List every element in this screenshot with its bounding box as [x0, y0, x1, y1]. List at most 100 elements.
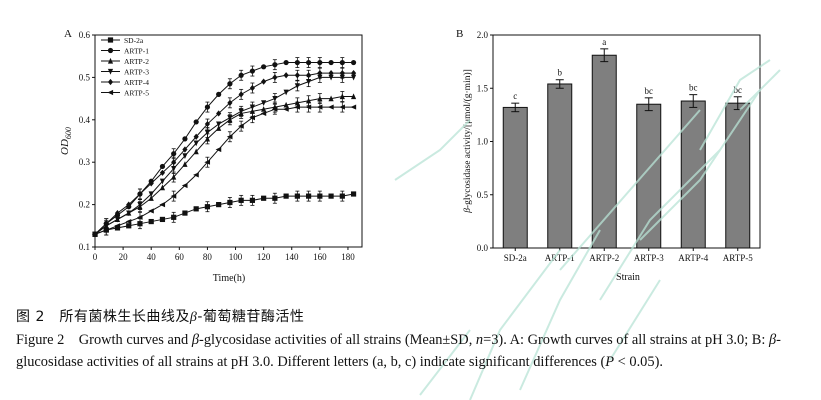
data-point — [148, 208, 154, 214]
data-point — [126, 210, 132, 217]
legend-item-artp-3: ARTP-3 — [101, 68, 149, 77]
y-tick-label: 0.2 — [79, 200, 90, 210]
data-point — [107, 37, 114, 43]
data-point — [328, 95, 334, 102]
x-tick-label: 120 — [257, 252, 271, 262]
data-point — [226, 134, 233, 140]
enzyme-activity-panel: B 0.0 0.5 1.0 1.5 2.0 c SD-2a b ARTP-1 a ARTP-2 bc… — [456, 28, 761, 283]
bar — [547, 83, 573, 249]
growth-curve-panel: A 0 20 40 60 80 100 120 140 160 180 0.1 0.2 0.3 0.4 0.… — [59, 28, 363, 284]
data-point — [283, 193, 289, 199]
data-point — [91, 231, 98, 237]
data-point — [306, 72, 312, 79]
caption-chinese: 图 2 所有菌株生长曲线及β-葡萄糖苷酶活性 — [16, 306, 304, 326]
data-point — [148, 191, 154, 198]
data-point — [107, 89, 114, 96]
category-label: ARTP-4 — [678, 253, 708, 263]
growth-curve-y-label-sub: 600 — [64, 127, 73, 139]
data-point — [182, 161, 188, 167]
y-tick-label: 1.0 — [477, 137, 489, 147]
data-point — [182, 146, 188, 153]
data-point — [294, 104, 300, 110]
data-point — [148, 180, 154, 187]
category-label: SD-2a — [504, 253, 527, 263]
data-point — [350, 59, 357, 66]
bar-group-artp-5: bc ARTP-5 — [723, 85, 753, 263]
data-point — [238, 108, 244, 115]
data-point — [159, 202, 166, 208]
data-point — [125, 218, 132, 225]
data-point — [317, 193, 323, 199]
data-point — [126, 223, 132, 229]
significance-letter: bc — [734, 85, 743, 95]
data-point — [159, 163, 166, 170]
data-point — [238, 72, 244, 78]
data-point — [114, 225, 121, 231]
data-point — [137, 190, 143, 198]
data-point — [249, 104, 255, 111]
data-point — [159, 216, 166, 223]
data-point — [261, 64, 267, 70]
legend-item-sd-2a: SD-2a — [101, 36, 144, 45]
bar — [725, 102, 751, 249]
caption-en-n: n — [475, 332, 484, 348]
data-point — [193, 140, 199, 147]
data-point — [272, 74, 278, 81]
growth-curve-y-label: OD600 — [59, 127, 73, 155]
data-point — [306, 193, 312, 199]
data-point — [204, 129, 211, 136]
data-point — [148, 195, 154, 201]
data-point — [181, 182, 188, 189]
data-point — [283, 59, 289, 66]
bar-group-artp-1: b ARTP-1 — [545, 68, 575, 263]
bar — [680, 100, 706, 249]
caption-en-part: -glucosidase activities of all strains a… — [16, 332, 781, 370]
enzyme-activity-bars: c SD-2a b ARTP-1 a ARTP-2 bc ARTP-3 bc ARTP-4 bc AR… — [502, 37, 753, 263]
y-tick-label: 0.6 — [79, 30, 91, 40]
y-tick-label: 0.4 — [79, 115, 91, 125]
y-tick-label: 2.0 — [477, 30, 489, 40]
data-point — [193, 172, 199, 178]
data-point — [193, 148, 199, 155]
x-tick-label: 80 — [203, 252, 213, 262]
data-point — [227, 99, 233, 106]
bar — [502, 106, 528, 249]
data-point — [249, 197, 255, 203]
category-label: ARTP-3 — [634, 253, 664, 263]
significance-letter: a — [602, 37, 606, 47]
x-tick-label: 20 — [119, 252, 129, 262]
data-point — [272, 195, 278, 201]
caption-english: Figure 2 Growth curves and β-glycosidase… — [16, 330, 811, 373]
data-point — [261, 195, 267, 201]
data-point — [136, 214, 143, 220]
significance-letter: bc — [689, 83, 698, 93]
data-point — [204, 104, 211, 110]
data-point — [272, 62, 278, 68]
data-point — [182, 153, 188, 159]
series-sd-2a — [92, 190, 357, 237]
data-point — [317, 59, 323, 66]
growth-curve-series — [91, 57, 357, 238]
data-point — [204, 204, 211, 210]
data-point — [114, 223, 121, 229]
series-line — [94, 76, 354, 235]
data-point — [238, 197, 244, 203]
data-point — [216, 202, 222, 208]
data-point — [261, 106, 267, 112]
data-point — [283, 72, 289, 79]
significance-letter: bc — [645, 86, 654, 96]
data-point — [148, 218, 154, 225]
data-point — [238, 123, 244, 129]
data-point — [339, 104, 345, 110]
data-point — [103, 227, 109, 233]
data-point — [294, 193, 300, 199]
caption-en-part: -glycosidase activities of all strains (… — [199, 332, 476, 348]
significance-letter: c — [513, 91, 517, 101]
bar — [591, 54, 617, 249]
data-point — [204, 159, 211, 165]
bar-group-artp-4: bc ARTP-4 — [678, 83, 708, 263]
data-point — [350, 191, 357, 197]
bar-group-artp-2: a ARTP-2 — [589, 37, 619, 263]
data-point — [227, 115, 233, 121]
